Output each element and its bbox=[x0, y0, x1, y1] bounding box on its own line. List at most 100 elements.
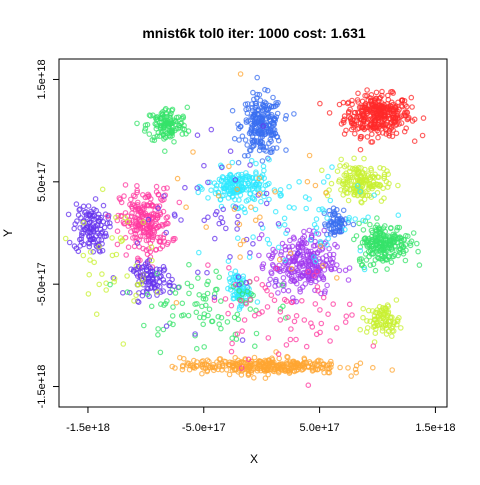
data-point bbox=[170, 237, 177, 244]
data-point bbox=[73, 201, 80, 207]
data-point bbox=[170, 304, 176, 310]
data-point bbox=[300, 256, 307, 263]
plot-frame bbox=[58, 58, 448, 408]
data-point bbox=[403, 247, 409, 254]
data-point bbox=[148, 221, 154, 228]
data-point bbox=[234, 331, 241, 337]
data-point bbox=[107, 223, 113, 230]
data-point bbox=[384, 168, 390, 174]
data-point bbox=[346, 168, 353, 175]
data-point bbox=[366, 180, 373, 187]
data-point bbox=[388, 225, 394, 231]
data-point bbox=[289, 243, 296, 250]
data-point bbox=[223, 225, 229, 232]
data-point bbox=[337, 163, 343, 169]
data-point bbox=[357, 360, 364, 367]
data-point bbox=[384, 184, 391, 190]
data-point bbox=[388, 333, 395, 340]
data-point bbox=[305, 266, 312, 273]
data-point bbox=[118, 238, 125, 245]
data-point bbox=[166, 132, 173, 139]
data-point bbox=[134, 189, 140, 196]
data-point bbox=[385, 254, 392, 260]
data-point bbox=[318, 320, 325, 327]
data-point bbox=[235, 159, 242, 166]
data-point bbox=[369, 364, 376, 371]
data-point bbox=[111, 278, 118, 285]
data-point bbox=[77, 243, 84, 249]
data-point bbox=[358, 179, 365, 186]
data-point bbox=[236, 288, 243, 294]
data-point bbox=[408, 94, 415, 101]
data-point bbox=[364, 134, 371, 140]
data-point bbox=[256, 191, 263, 197]
data-point bbox=[318, 290, 324, 297]
data-point bbox=[179, 300, 186, 307]
data-point bbox=[133, 220, 140, 227]
data-point bbox=[261, 167, 267, 174]
data-point bbox=[131, 267, 137, 273]
data-point bbox=[379, 130, 386, 136]
data-point bbox=[305, 268, 312, 275]
data-point bbox=[211, 294, 218, 301]
data-point bbox=[389, 367, 396, 373]
data-point bbox=[232, 281, 239, 288]
data-point bbox=[185, 128, 192, 134]
data-point bbox=[157, 349, 164, 356]
data-point bbox=[273, 145, 280, 151]
data-point bbox=[204, 290, 211, 297]
data-point bbox=[286, 369, 293, 375]
data-point bbox=[241, 237, 247, 244]
data-point bbox=[286, 272, 293, 278]
data-point bbox=[368, 97, 374, 104]
data-point bbox=[342, 226, 348, 233]
x-axis-label: X bbox=[250, 452, 258, 466]
data-point bbox=[401, 128, 408, 135]
data-point bbox=[364, 318, 370, 324]
data-point bbox=[156, 133, 163, 140]
data-point bbox=[154, 225, 161, 231]
data-point bbox=[242, 209, 248, 216]
data-point bbox=[98, 214, 105, 221]
data-point bbox=[219, 219, 226, 226]
data-point bbox=[229, 194, 236, 200]
data-point bbox=[314, 268, 320, 275]
data-point bbox=[243, 300, 250, 307]
data-point bbox=[194, 132, 201, 139]
data-point bbox=[162, 148, 168, 155]
data-point bbox=[140, 289, 146, 295]
data-point bbox=[176, 284, 182, 290]
data-point bbox=[238, 180, 245, 187]
data-point bbox=[395, 239, 401, 246]
data-point bbox=[258, 198, 264, 205]
data-point bbox=[291, 318, 298, 325]
data-point bbox=[194, 345, 200, 352]
data-point bbox=[190, 149, 196, 155]
data-point bbox=[368, 139, 374, 145]
data-point bbox=[256, 252, 262, 259]
data-point bbox=[270, 94, 276, 101]
data-point bbox=[191, 357, 197, 364]
data-point bbox=[264, 304, 271, 310]
data-point bbox=[286, 204, 293, 210]
data-point bbox=[383, 325, 390, 331]
data-point bbox=[379, 92, 385, 99]
data-point bbox=[87, 257, 93, 263]
data-point bbox=[89, 236, 95, 243]
data-point bbox=[306, 227, 313, 234]
data-point bbox=[272, 103, 279, 110]
data-point bbox=[257, 214, 263, 221]
data-point bbox=[369, 174, 376, 180]
data-point bbox=[152, 121, 159, 127]
data-point bbox=[167, 289, 173, 296]
data-point bbox=[285, 287, 292, 294]
data-point bbox=[203, 224, 210, 230]
data-point bbox=[404, 110, 411, 116]
data-point bbox=[231, 362, 238, 369]
data-point bbox=[372, 267, 379, 274]
data-point bbox=[155, 331, 161, 338]
data-point bbox=[326, 110, 333, 116]
data-point bbox=[141, 322, 147, 329]
data-point bbox=[214, 359, 220, 365]
